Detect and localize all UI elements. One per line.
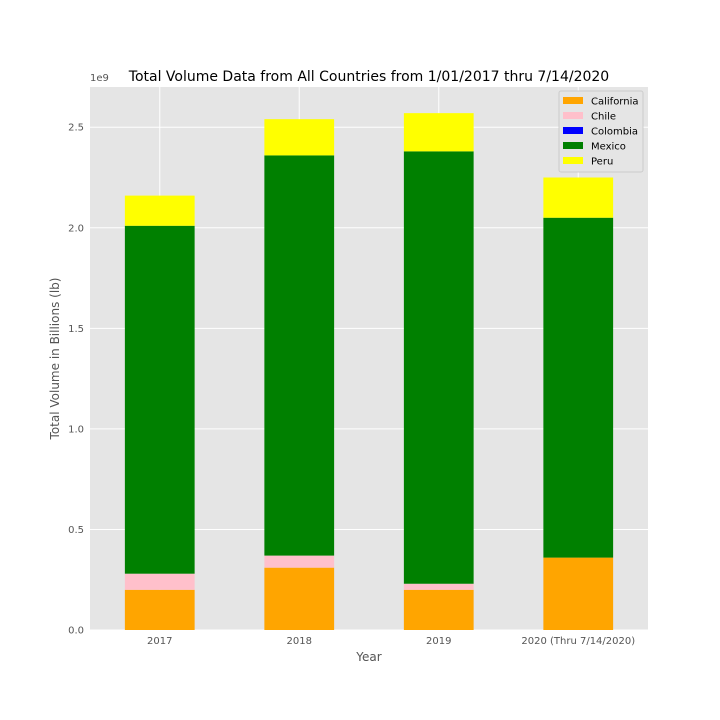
legend-label-colombia: Colombia <box>591 127 638 138</box>
chart-title: Total Volume Data from All Countries fro… <box>128 69 609 85</box>
bar-peru-3 <box>403 113 474 152</box>
y-tick-label: 1.5 <box>68 324 84 335</box>
bar-chile-3 <box>403 583 474 590</box>
legend-swatch-chile <box>563 112 583 119</box>
x-tick-label: 2017 <box>147 636 172 647</box>
legend-label-california: California <box>591 97 639 108</box>
y-axis-offset-label: 1e9 <box>90 73 109 84</box>
bars <box>124 113 614 630</box>
x-tick-label: 2020 (Thru 7/14/2020) <box>521 636 635 647</box>
bar-california-3 <box>403 589 474 630</box>
bar-chile-1 <box>124 573 195 590</box>
bar-mexico-4 <box>543 217 614 558</box>
bar-peru-1 <box>124 195 195 226</box>
y-axis-label: Total Volume in Billions (lb) <box>48 278 62 441</box>
x-tick-label: 2018 <box>287 636 312 647</box>
bar-peru-4 <box>543 177 614 218</box>
y-axis-ticks: 0.0 0.5 1.0 1.5 2.0 2.5 <box>68 123 84 637</box>
y-tick-label: 0.0 <box>68 626 84 637</box>
legend-swatch-mexico <box>563 142 583 149</box>
x-axis-ticks: 2017 2018 2019 2020 (Thru 7/14/2020) <box>147 636 635 647</box>
bar-california-4 <box>543 557 614 630</box>
legend-label-peru: Peru <box>591 157 613 168</box>
bar-mexico-3 <box>403 151 474 584</box>
legend-label-mexico: Mexico <box>591 142 626 153</box>
legend-label-chile: Chile <box>591 112 616 123</box>
bar-california-2 <box>264 567 335 630</box>
y-tick-label: 2.0 <box>68 223 84 234</box>
bar-mexico-1 <box>124 225 195 574</box>
legend-swatch-peru <box>563 157 583 164</box>
x-tick-label: 2019 <box>426 636 451 647</box>
legend-box <box>558 90 644 173</box>
y-tick-label: 2.5 <box>68 123 84 134</box>
legend-swatch-colombia <box>563 127 583 134</box>
x-axis-label: Year <box>355 650 381 664</box>
y-tick-label: 1.0 <box>68 424 84 435</box>
legend: California Chile Colombia Mexico Peru <box>558 90 644 173</box>
bar-california-1 <box>124 589 195 630</box>
legend-swatch-california <box>563 97 583 104</box>
bar-mexico-2 <box>264 155 335 556</box>
bar-peru-2 <box>264 119 335 156</box>
bar-chile-2 <box>264 555 335 568</box>
y-tick-label: 0.5 <box>68 525 84 536</box>
